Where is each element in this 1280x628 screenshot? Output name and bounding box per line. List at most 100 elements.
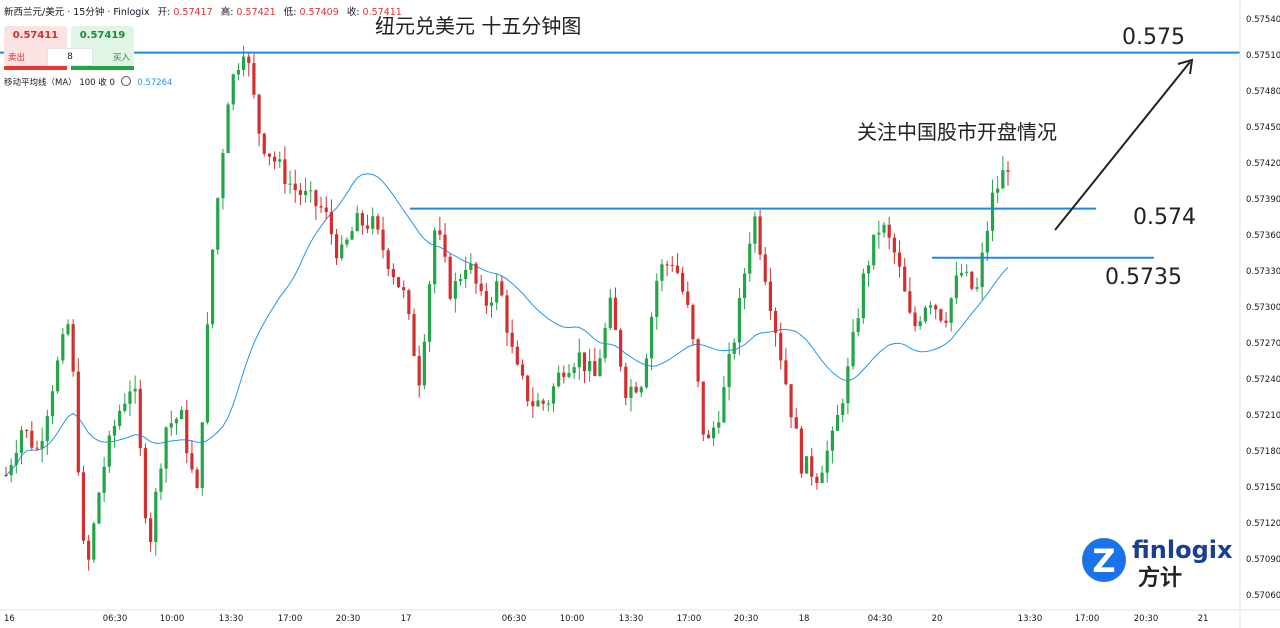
candle-body [805, 456, 808, 473]
x-axis[interactable]: 16 06:30 10:00 13:30 17:00 20:30 17 06:30 10:00 1… [0, 610, 1280, 624]
candle-body [877, 233, 880, 235]
candle-body [857, 318, 860, 332]
candle-body [25, 430, 28, 431]
candle-body [345, 240, 348, 245]
candle-body [216, 198, 219, 250]
candle-body [66, 324, 69, 334]
candle-body [366, 225, 369, 228]
y-tick-label: 0.57270 [1246, 339, 1280, 349]
candle-body [134, 389, 137, 392]
candle-body [154, 492, 157, 542]
low-value: 0.57409 [299, 7, 338, 18]
chart-title: 纽元兑美元 十五分钟图 [375, 10, 581, 39]
settings-icon[interactable] [121, 76, 131, 86]
x-tick-label: 17:00 [677, 614, 702, 624]
candle-body [702, 381, 705, 434]
candle-body [211, 250, 214, 325]
candle-body [660, 264, 663, 280]
candle-body [970, 272, 973, 289]
y-tick-label: 0.57240 [1246, 375, 1280, 385]
candle-body [288, 184, 291, 185]
indicator-label: 移动平均线（MA） 100 收 0 [4, 78, 115, 88]
candle-body [820, 473, 823, 483]
candle-body [371, 216, 374, 229]
candle-body [722, 387, 725, 422]
candle-body [908, 291, 911, 312]
candle-body [769, 282, 772, 311]
candle-body [738, 298, 741, 343]
x-tick-label: 20 [932, 614, 943, 624]
x-tick-label: 13:30 [619, 614, 644, 624]
candle-body [609, 298, 612, 328]
candle-body [697, 339, 700, 381]
y-tick-label: 0.57090 [1246, 555, 1280, 565]
candle-body [862, 273, 865, 318]
candle-body [61, 334, 64, 360]
candle-body [118, 411, 121, 426]
candle-body [903, 267, 906, 292]
candle-body [459, 279, 462, 281]
sell-price: 0.57411 [4, 30, 67, 41]
x-tick-label: 21 [1198, 614, 1209, 624]
y-tick-label: 0.57480 [1246, 87, 1280, 97]
candle-body [924, 308, 927, 322]
candle-body [531, 401, 534, 406]
candle-body [159, 469, 162, 492]
low-label: 低: [284, 7, 297, 18]
quantity-input[interactable]: 8 [47, 48, 93, 66]
sell-bar [4, 66, 67, 70]
candle-body [294, 184, 297, 190]
candle-body [893, 238, 896, 253]
candle-body [743, 274, 746, 298]
sell-label: 卖出 [8, 51, 25, 63]
candle-body [898, 252, 901, 266]
candle-body [232, 74, 235, 104]
y-tick-label: 0.57060 [1246, 591, 1280, 601]
candle-body [15, 453, 18, 465]
x-tick-label: 06:30 [103, 614, 128, 624]
candle-body [950, 298, 953, 323]
x-tick-label: 13:30 [219, 614, 244, 624]
candle-body [30, 431, 33, 448]
y-axis[interactable]: 0.57540 0.57510 0.57480 0.57450 0.57420 0.573… [1240, 0, 1280, 628]
candle-body [986, 231, 989, 253]
candle-body [758, 216, 761, 254]
candle-body [650, 317, 653, 359]
candle-body [578, 352, 581, 367]
x-tick-label: 17:00 [1075, 614, 1100, 624]
candle-body [397, 277, 400, 287]
candle-body [485, 291, 488, 306]
candle-body [319, 206, 322, 207]
candle-body [56, 360, 59, 391]
indicator-legend[interactable]: 移动平均线（MA） 100 收 0 0.57264 [4, 76, 172, 88]
candle-body [139, 389, 142, 448]
candle-body [273, 157, 276, 162]
candle-body [542, 401, 545, 404]
candle-body [500, 281, 503, 295]
candle-body [996, 189, 999, 193]
candle-body [46, 416, 49, 441]
candle-body [764, 254, 767, 281]
candle-body [774, 311, 777, 333]
candle-body [624, 367, 627, 398]
open-label: 开: [158, 7, 171, 18]
y-tick-label: 0.57300 [1246, 303, 1280, 313]
candle-body [557, 373, 560, 387]
candle-body [438, 230, 441, 234]
candle-body [975, 287, 978, 289]
candle-body [573, 367, 576, 373]
candle-body [516, 347, 519, 365]
candle-body [640, 387, 643, 392]
candle-body [428, 284, 431, 341]
candle-body [149, 518, 152, 542]
candle-body [686, 292, 689, 305]
candle-body [1006, 170, 1009, 171]
candle-body [190, 453, 193, 469]
candle-body [733, 343, 736, 354]
symbol-label[interactable]: 新西兰元/美元 · 15分钟 · Finlogix [4, 7, 150, 18]
candle-body [919, 321, 922, 326]
candle-body [789, 384, 792, 417]
x-tick-label: 17:00 [278, 614, 303, 624]
x-tick-label: 06:30 [502, 614, 527, 624]
